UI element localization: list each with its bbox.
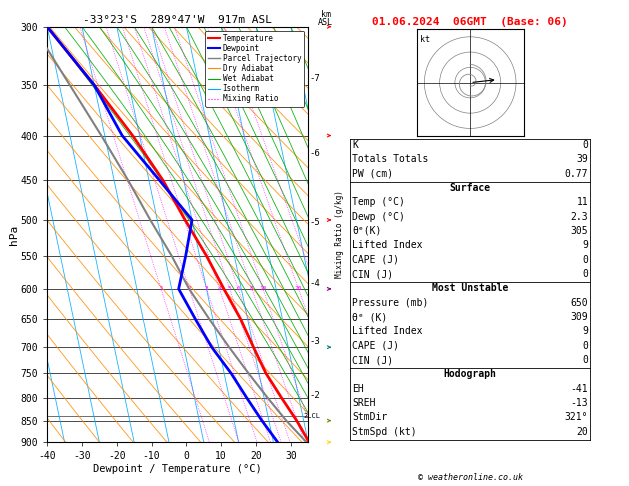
Text: 3: 3 [204,286,208,292]
Title: -33°23'S  289°47'W  917m ASL: -33°23'S 289°47'W 917m ASL [83,15,272,25]
Text: -13: -13 [571,398,588,408]
Text: -5: -5 [309,218,320,226]
Text: EH: EH [352,383,364,394]
Text: 20: 20 [294,286,302,292]
Text: Lifted Index: Lifted Index [352,240,423,250]
Legend: Temperature, Dewpoint, Parcel Trajectory, Dry Adiabat, Wet Adiabat, Isotherm, Mi: Temperature, Dewpoint, Parcel Trajectory… [205,31,304,106]
Text: K: K [352,140,358,150]
Text: 1: 1 [159,286,163,292]
Text: 0: 0 [582,355,588,365]
Text: 4: 4 [218,286,221,292]
Text: ASL: ASL [318,17,333,27]
Text: CIN (J): CIN (J) [352,355,393,365]
Text: θᵉ (K): θᵉ (K) [352,312,387,322]
Text: -3: -3 [309,337,320,346]
Text: Temp (°C): Temp (°C) [352,197,405,208]
Text: 0: 0 [582,341,588,351]
Text: 20: 20 [576,427,588,437]
Text: 2.3: 2.3 [571,211,588,222]
Text: 8: 8 [250,286,253,292]
Text: CAPE (J): CAPE (J) [352,255,399,265]
Text: 9: 9 [582,240,588,250]
Text: Totals Totals: Totals Totals [352,155,428,164]
Text: 0.77: 0.77 [565,169,588,179]
X-axis label: Dewpoint / Temperature (°C): Dewpoint / Temperature (°C) [93,464,262,474]
Text: Surface: Surface [450,183,491,193]
Text: 2: 2 [187,286,191,292]
Text: Mixing Ratio (g/kg): Mixing Ratio (g/kg) [335,191,344,278]
Text: Dewp (°C): Dewp (°C) [352,211,405,222]
Text: 309: 309 [571,312,588,322]
Text: Hodograph: Hodograph [443,369,497,380]
Text: StmDir: StmDir [352,412,387,422]
Text: -6: -6 [309,150,320,158]
Text: 650: 650 [571,297,588,308]
Text: Lifted Index: Lifted Index [352,326,423,336]
Text: 6: 6 [236,286,240,292]
Text: 11: 11 [576,197,588,208]
Text: θᵉ(K): θᵉ(K) [352,226,382,236]
Text: 9: 9 [582,326,588,336]
Text: 39: 39 [576,155,588,164]
Text: 0: 0 [582,140,588,150]
Text: CAPE (J): CAPE (J) [352,341,399,351]
Text: km: km [321,10,330,19]
Text: 01.06.2024  06GMT  (Base: 06): 01.06.2024 06GMT (Base: 06) [372,17,568,27]
Text: 2LCL: 2LCL [303,413,320,419]
Text: SREH: SREH [352,398,376,408]
Text: PW (cm): PW (cm) [352,169,393,179]
Text: StmSpd (kt): StmSpd (kt) [352,427,417,437]
Text: 0: 0 [582,269,588,279]
Text: CIN (J): CIN (J) [352,269,393,279]
Text: 5: 5 [228,286,231,292]
Text: -41: -41 [571,383,588,394]
Text: 321°: 321° [565,412,588,422]
Text: 305: 305 [571,226,588,236]
Text: Pressure (mb): Pressure (mb) [352,297,428,308]
Text: kt: kt [420,35,430,44]
Text: -7: -7 [309,74,320,83]
Text: 0: 0 [582,255,588,265]
Text: 10: 10 [259,286,267,292]
Text: -4: -4 [309,279,320,288]
Text: -2: -2 [309,391,320,400]
Text: Most Unstable: Most Unstable [432,283,508,294]
Y-axis label: hPa: hPa [9,225,19,244]
Text: © weatheronline.co.uk: © weatheronline.co.uk [418,473,523,482]
